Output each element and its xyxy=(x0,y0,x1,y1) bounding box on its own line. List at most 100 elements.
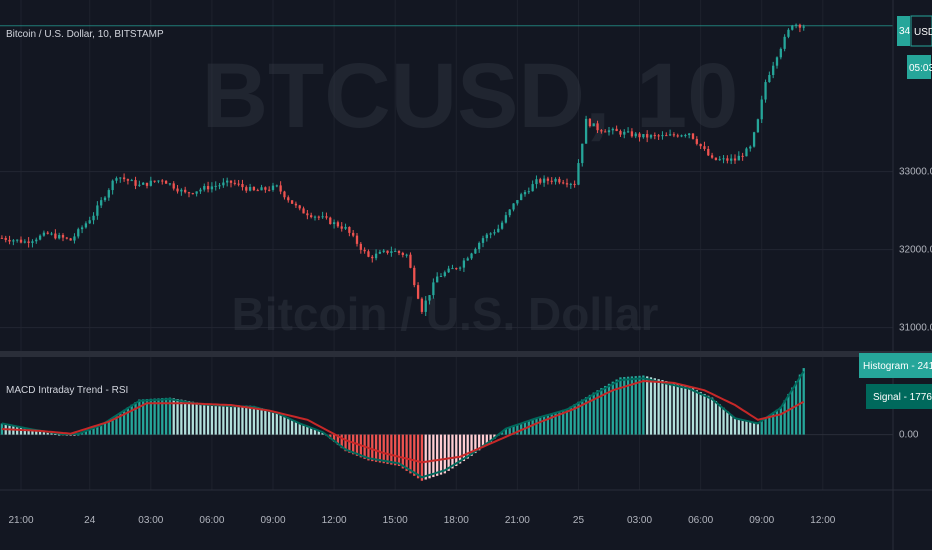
histogram-bar xyxy=(428,434,431,479)
price-scale[interactable]: 33000.00 32000.00 31000.00 xyxy=(899,167,932,334)
countdown-tag: 05:03 xyxy=(907,55,932,79)
histogram-bar xyxy=(688,386,691,435)
currency-button[interactable]: USD xyxy=(910,15,932,47)
candle xyxy=(745,147,748,157)
time-tick-label: 25 xyxy=(573,515,585,526)
candle xyxy=(478,241,481,253)
candle xyxy=(730,154,733,165)
candle xyxy=(794,23,798,29)
histogram-bar xyxy=(478,434,481,451)
histogram-bar xyxy=(111,417,114,435)
candle xyxy=(92,212,95,225)
histogram-bar xyxy=(512,426,515,435)
candle xyxy=(527,187,530,195)
last-price-tag: 34 xyxy=(897,16,911,46)
candle xyxy=(264,186,267,193)
histogram-bar xyxy=(649,377,653,435)
candle xyxy=(145,182,149,189)
candle xyxy=(420,297,424,314)
candle xyxy=(684,133,687,138)
histogram-bar xyxy=(481,434,485,448)
histogram-bar xyxy=(470,434,473,456)
histogram-bar xyxy=(401,434,404,469)
histogram-bar xyxy=(191,401,194,435)
signal-tag: Signal - 17769.49 xyxy=(866,384,932,409)
pane-separator[interactable] xyxy=(0,351,932,357)
candle xyxy=(665,132,668,137)
time-tick-label: 03:00 xyxy=(627,515,652,526)
histogram-bar xyxy=(80,433,84,435)
histogram-bar xyxy=(73,434,76,436)
candle xyxy=(756,118,760,133)
histogram-bar xyxy=(355,434,359,456)
histogram-bar xyxy=(791,387,794,435)
histogram-bar xyxy=(596,390,599,435)
candle xyxy=(42,230,46,237)
candle xyxy=(306,210,309,220)
histogram-bar xyxy=(88,429,91,435)
candle xyxy=(436,272,439,283)
histogram-bar xyxy=(19,427,23,435)
histogram-bar xyxy=(248,405,252,435)
histogram-bar xyxy=(607,383,611,435)
histogram-bar xyxy=(184,400,187,435)
candle xyxy=(50,231,53,236)
macd-scale[interactable]: 0.00 xyxy=(899,430,919,441)
histogram-bar xyxy=(58,434,61,436)
histogram-bar xyxy=(592,392,595,435)
histogram-bar xyxy=(77,434,80,436)
histogram-bar xyxy=(378,434,382,463)
histogram-bar xyxy=(588,394,592,435)
candle xyxy=(455,267,458,271)
histogram-bar xyxy=(397,434,401,466)
histogram-bar xyxy=(802,368,805,435)
candle xyxy=(680,134,683,138)
price-pane[interactable]: BTCUSD, 10 Bitcoin / U.S. Dollar Bitcoin… xyxy=(0,23,893,340)
time-tick-label: 21:00 xyxy=(505,515,530,526)
candle xyxy=(416,282,420,300)
candle xyxy=(27,237,30,248)
histogram-bar xyxy=(352,434,355,455)
candle xyxy=(458,266,462,271)
histogram-bar xyxy=(409,434,412,474)
histogram-bar xyxy=(287,417,290,435)
histogram-bar xyxy=(730,414,733,435)
candle xyxy=(363,247,366,254)
histogram-bar xyxy=(168,397,172,435)
time-tick-label: 12:00 xyxy=(810,515,835,526)
histogram-bar xyxy=(722,407,725,435)
candle xyxy=(474,247,477,254)
histogram-bar xyxy=(290,419,294,435)
candle xyxy=(497,224,500,233)
macd-pane[interactable]: MACD Intraday Trend - RSI xyxy=(0,368,893,481)
candle xyxy=(374,249,378,261)
candle xyxy=(428,295,431,305)
histogram-bar xyxy=(252,405,256,435)
candle xyxy=(760,95,763,124)
candle xyxy=(787,28,790,39)
histogram-bar xyxy=(653,378,656,435)
candle xyxy=(96,201,99,220)
candle xyxy=(390,246,393,257)
histogram-bar xyxy=(447,434,450,471)
histogram-bar xyxy=(413,434,416,476)
histogram-bar xyxy=(31,429,34,435)
candle xyxy=(203,183,206,192)
candle xyxy=(287,195,290,203)
candle xyxy=(8,235,11,245)
candle xyxy=(653,132,656,140)
candle xyxy=(157,180,160,184)
histogram-bar xyxy=(516,424,519,435)
candle xyxy=(615,125,618,132)
candle xyxy=(332,219,336,229)
histogram-bar xyxy=(256,407,259,435)
histogram-bar xyxy=(340,434,343,449)
histogram-bar xyxy=(313,429,317,435)
candle xyxy=(737,151,740,161)
histogram-bar xyxy=(310,428,313,435)
histogram-bar xyxy=(619,377,622,435)
candle xyxy=(355,233,359,247)
histogram-bar xyxy=(565,408,569,435)
candle xyxy=(103,196,107,202)
